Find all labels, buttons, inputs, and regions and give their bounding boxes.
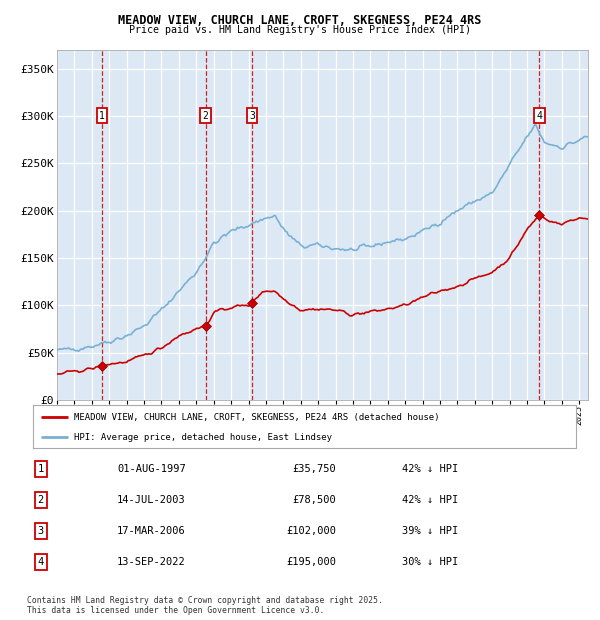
- Text: 01-AUG-1997: 01-AUG-1997: [117, 464, 186, 474]
- Text: MEADOW VIEW, CHURCH LANE, CROFT, SKEGNESS, PE24 4RS: MEADOW VIEW, CHURCH LANE, CROFT, SKEGNES…: [118, 14, 482, 27]
- Text: 4: 4: [536, 111, 542, 121]
- Text: 17-MAR-2006: 17-MAR-2006: [117, 526, 186, 536]
- Text: 14-JUL-2003: 14-JUL-2003: [117, 495, 186, 505]
- Text: 1: 1: [38, 464, 44, 474]
- Text: MEADOW VIEW, CHURCH LANE, CROFT, SKEGNESS, PE24 4RS (detached house): MEADOW VIEW, CHURCH LANE, CROFT, SKEGNES…: [74, 413, 439, 422]
- Text: HPI: Average price, detached house, East Lindsey: HPI: Average price, detached house, East…: [74, 433, 332, 441]
- Text: Price paid vs. HM Land Registry's House Price Index (HPI): Price paid vs. HM Land Registry's House …: [129, 25, 471, 35]
- Text: £195,000: £195,000: [286, 557, 336, 567]
- Text: £102,000: £102,000: [286, 526, 336, 536]
- Text: 2: 2: [38, 495, 44, 505]
- Text: 3: 3: [249, 111, 255, 121]
- Text: Contains HM Land Registry data © Crown copyright and database right 2025.
This d: Contains HM Land Registry data © Crown c…: [27, 596, 383, 615]
- Text: 30% ↓ HPI: 30% ↓ HPI: [402, 557, 458, 567]
- Text: 4: 4: [38, 557, 44, 567]
- Text: 1: 1: [99, 111, 105, 121]
- Text: 39% ↓ HPI: 39% ↓ HPI: [402, 526, 458, 536]
- Text: 42% ↓ HPI: 42% ↓ HPI: [402, 464, 458, 474]
- Text: 13-SEP-2022: 13-SEP-2022: [117, 557, 186, 567]
- Text: £35,750: £35,750: [292, 464, 336, 474]
- Text: £78,500: £78,500: [292, 495, 336, 505]
- Text: 2: 2: [203, 111, 209, 121]
- Text: 3: 3: [38, 526, 44, 536]
- Text: 42% ↓ HPI: 42% ↓ HPI: [402, 495, 458, 505]
